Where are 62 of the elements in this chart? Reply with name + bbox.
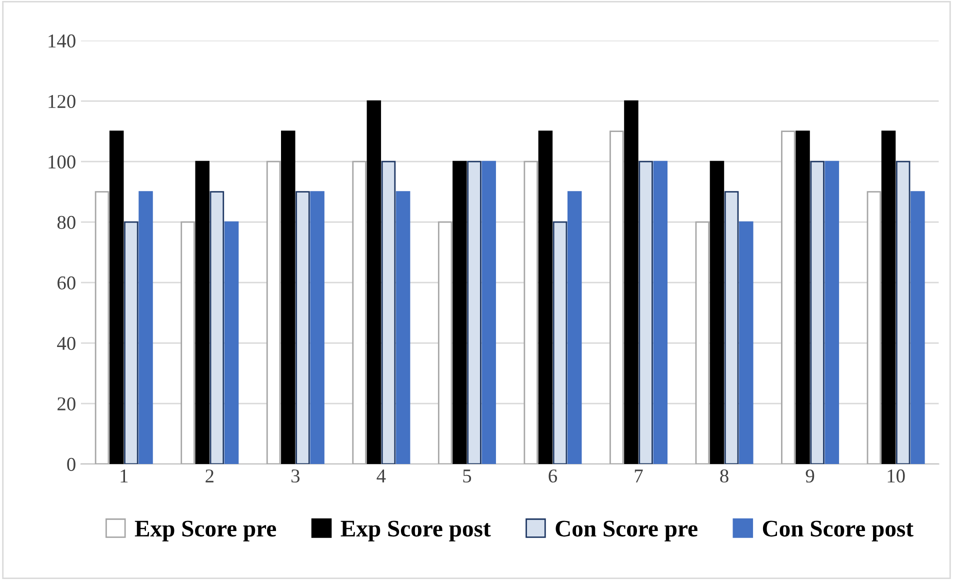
bar [624, 100, 638, 464]
bar [482, 160, 496, 464]
bar [266, 160, 281, 464]
x-tick-label: 1 [120, 470, 128, 482]
x-tick-label: 3 [292, 469, 300, 483]
x-tick-label: 6 [548, 469, 558, 483]
y-tick-label: 60 [58, 276, 76, 290]
bar [552, 221, 568, 464]
bar [296, 191, 310, 464]
bar [781, 130, 796, 464]
bar [524, 160, 538, 464]
legend-label: Con Score post [762, 520, 914, 542]
legend-label: Exp Score post [340, 520, 491, 542]
bar [824, 160, 840, 464]
bar [638, 160, 653, 464]
bar [724, 191, 739, 464]
bar [866, 191, 882, 464]
bar [695, 221, 710, 464]
bar [224, 221, 239, 464]
x-tick-label: 4 [376, 470, 386, 482]
bar [710, 160, 724, 464]
y-tick-label: 120 [48, 94, 76, 108]
bar [467, 160, 482, 464]
x-tick-label: 9 [806, 469, 814, 483]
bar [896, 160, 910, 464]
bar [281, 130, 296, 464]
bar [739, 221, 754, 464]
y-tick-label: 140 [48, 34, 76, 48]
bar [538, 130, 553, 464]
y-tick-label: 40 [57, 336, 76, 350]
bar [881, 130, 896, 464]
y-tick-label: 80 [57, 216, 76, 229]
x-tick-label: 2 [206, 469, 214, 482]
x-tick-label: 7 [634, 470, 643, 482]
bar [452, 160, 467, 464]
bar [810, 160, 824, 464]
bar [396, 191, 410, 464]
bar [94, 191, 110, 464]
bar [352, 160, 366, 464]
bar [796, 130, 810, 464]
bar [366, 100, 382, 464]
x-tick-label: 8 [720, 469, 728, 483]
legend-label: Con Score pre [556, 520, 698, 542]
bar [610, 130, 624, 464]
bar [180, 221, 195, 464]
y-tick-label: 100 [48, 155, 76, 169]
bar [567, 191, 582, 464]
bar [210, 191, 224, 464]
bar [124, 221, 138, 464]
bar [381, 160, 396, 464]
y-tick-label: 20 [58, 397, 76, 410]
bar [138, 191, 153, 464]
bar [438, 221, 452, 464]
bar [195, 160, 210, 464]
x-tick-label: 10 [888, 469, 905, 483]
bar [910, 191, 925, 464]
bar [653, 160, 668, 464]
x-tick-label: 5 [463, 470, 472, 483]
y-tick-label: 0 [67, 458, 76, 471]
legend-label: Exp Score pre [134, 520, 276, 542]
bar [109, 130, 124, 464]
bar [310, 191, 324, 464]
